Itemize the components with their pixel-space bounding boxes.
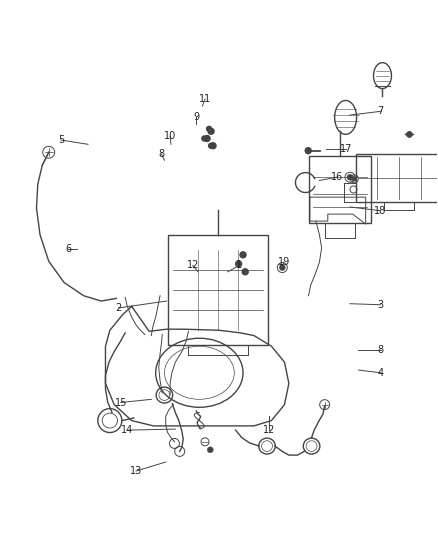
Circle shape [280,265,285,270]
Circle shape [347,175,353,180]
Circle shape [406,132,413,138]
Text: 19: 19 [278,257,290,267]
Text: 2: 2 [116,303,122,313]
Text: 14: 14 [121,425,134,435]
Text: 11: 11 [199,94,211,104]
Circle shape [305,148,311,154]
Circle shape [207,447,213,453]
Circle shape [207,126,212,131]
Text: 10: 10 [164,131,176,141]
Circle shape [202,136,207,141]
Circle shape [242,269,248,275]
Text: 4: 4 [378,368,384,378]
Text: 12: 12 [263,425,276,435]
Text: 1: 1 [236,261,242,270]
Text: 17: 17 [340,143,353,154]
Text: 8: 8 [158,149,164,159]
Text: 15: 15 [115,398,127,408]
Circle shape [208,143,214,148]
Text: 5: 5 [58,135,64,145]
Text: 6: 6 [65,245,71,254]
Circle shape [240,252,246,258]
Circle shape [208,128,214,134]
Text: 3: 3 [378,300,384,310]
Text: 16: 16 [331,172,343,182]
Text: 13: 13 [130,466,142,476]
Text: 8: 8 [378,345,384,356]
Text: 7: 7 [378,107,384,116]
Circle shape [352,177,357,181]
Text: 9: 9 [193,112,199,122]
Text: 12: 12 [187,261,199,270]
Circle shape [204,135,210,141]
Circle shape [236,261,242,267]
Text: 18: 18 [374,206,387,216]
Circle shape [210,143,216,149]
